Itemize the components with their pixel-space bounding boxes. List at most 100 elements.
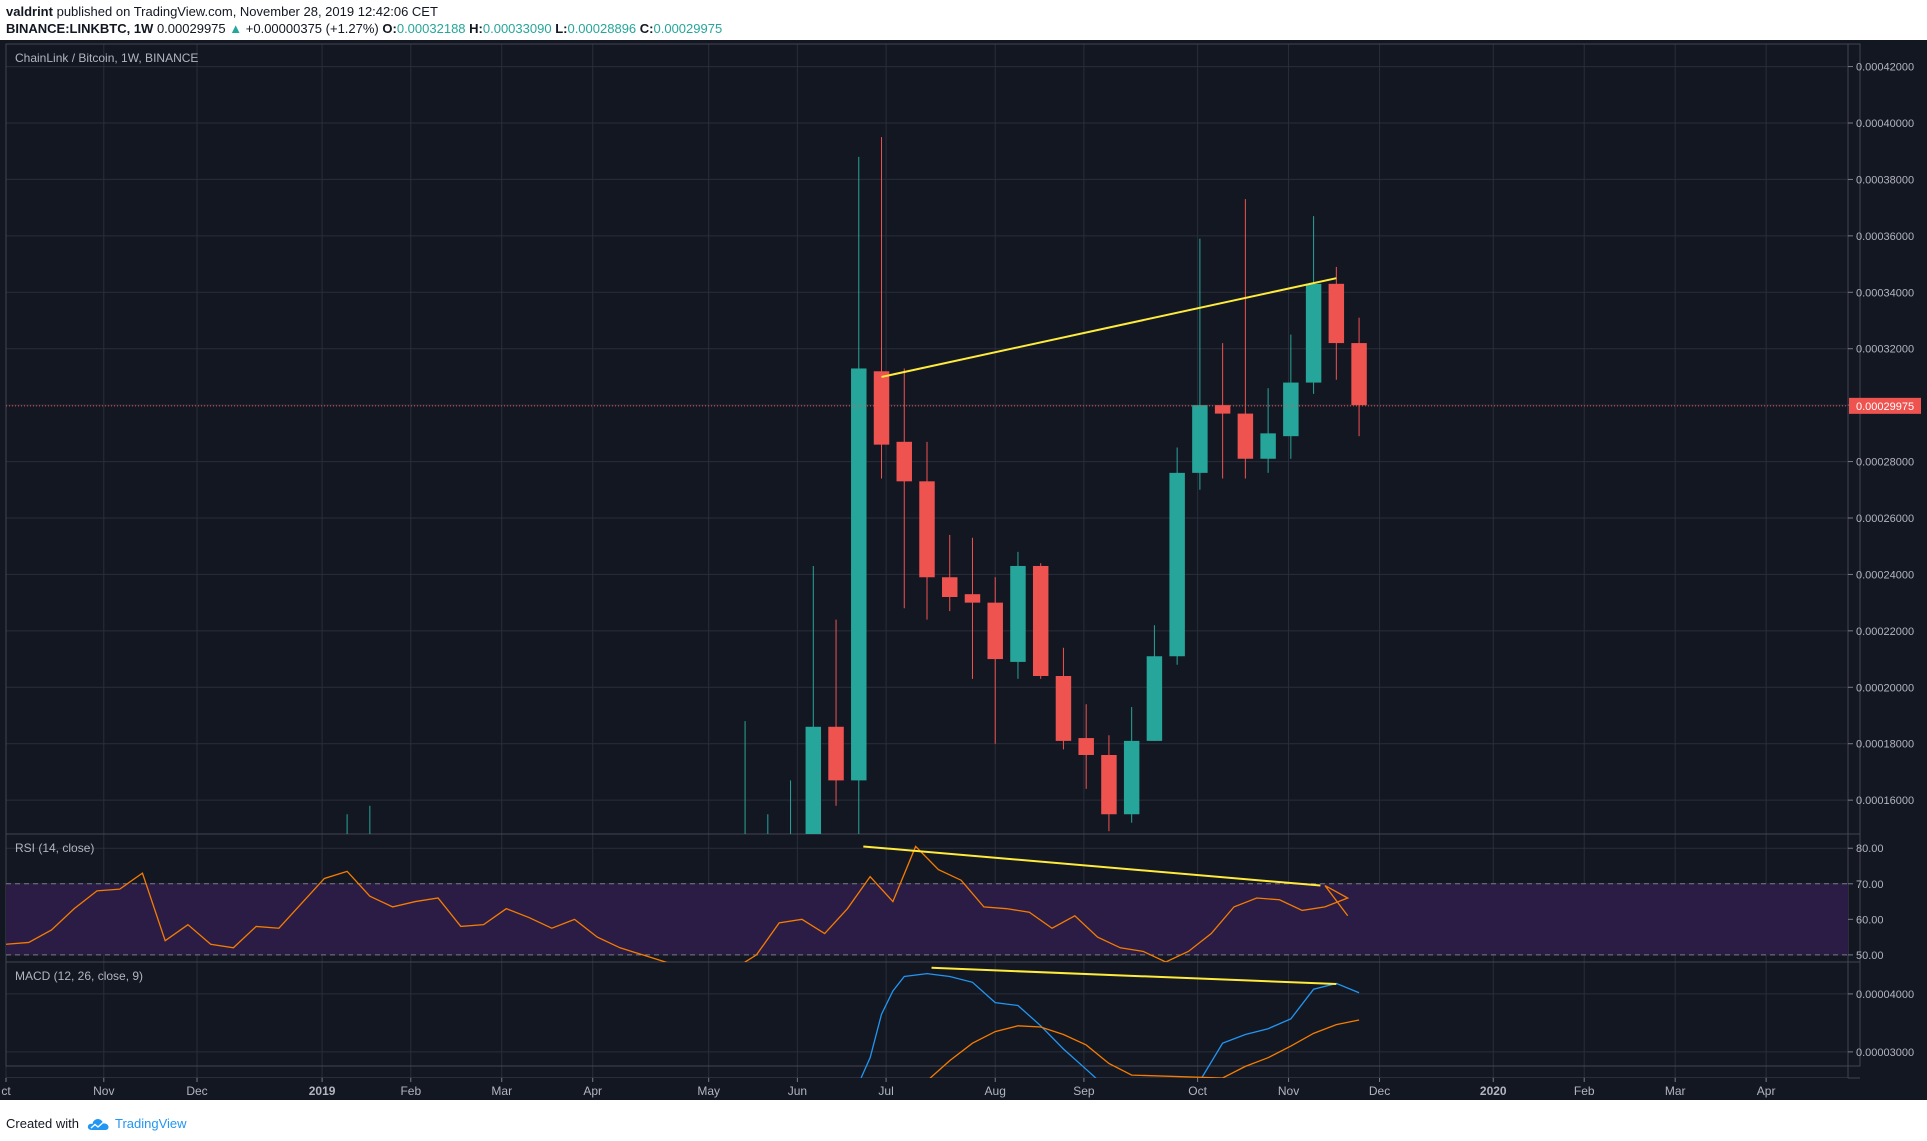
candle-body: [1192, 405, 1208, 473]
time-tick-label: Sep: [1073, 1084, 1095, 1098]
price-tick-label: 0.00036000: [1856, 231, 1914, 243]
time-tick-label: Feb: [400, 1084, 421, 1098]
time-tick-label: ct: [1, 1084, 11, 1098]
candle-body: [760, 857, 775, 858]
ohlc-line: BINANCE:LINKBTC, 1W 0.00029975 ▲ +0.0000…: [6, 21, 722, 36]
close-value: 0.00029975: [653, 21, 723, 36]
candle-body: [851, 368, 867, 781]
trendline-rsi: [863, 845, 1321, 887]
published-text: published on TradingView.com, November 2…: [56, 4, 438, 19]
candle-body: [1123, 740, 1140, 815]
macd-tick-label: 0.00003000: [1856, 1047, 1914, 1059]
price-tick-label: 0.00040000: [1856, 118, 1914, 130]
time-tick-label: Aug: [985, 1084, 1006, 1098]
price-tick-label: 0.00034000: [1856, 287, 1914, 299]
trendline-price: [881, 277, 1337, 378]
price-tick-label: 0.00028000: [1856, 457, 1914, 469]
candle-body: [783, 857, 798, 858]
rsi-tick-label: 80.00: [1856, 843, 1884, 855]
symbol-label: BINANCE:LINKBTC, 1W: [6, 21, 154, 36]
price-tick-label: 0.00024000: [1856, 569, 1914, 581]
macd-line: [860, 972, 1360, 1078]
candle-body: [737, 857, 752, 858]
last-price-badge: [1849, 397, 1921, 414]
candle-body: [919, 481, 935, 578]
last-price: 0.00029975: [156, 21, 226, 36]
change-arrow-icon: ▲: [229, 21, 243, 36]
time-tick-label: Dec: [186, 1084, 207, 1098]
time-axis: [6, 1078, 1848, 1100]
price-tick-label: 0.00018000: [1856, 739, 1914, 751]
candle-body: [1283, 382, 1299, 437]
candle-body: [1237, 413, 1254, 459]
price-tick-label: 0.00026000: [1856, 513, 1914, 525]
candle-body: [805, 726, 822, 834]
chart-frame: [5, 43, 1861, 1067]
candle-body: [1351, 343, 1367, 406]
candle-body: [1305, 283, 1322, 383]
rsi-title: RSI (14, close): [15, 841, 94, 855]
candle-body: [873, 371, 890, 445]
time-tick-label: Mar: [1665, 1084, 1686, 1098]
candle-body: [828, 726, 844, 781]
candle-body: [942, 577, 958, 597]
candle-body: [1078, 738, 1094, 755]
macd-group: [860, 972, 1360, 1078]
candles-group: [346, 137, 1367, 858]
chart-area[interactable]: 0.00016000 0.00018000 0.00020000 0.00022000…: [0, 40, 1927, 1100]
trendline-macd: [931, 966, 1337, 986]
time-tick-label: 2019: [309, 1084, 336, 1098]
close-label: C:: [639, 21, 654, 36]
change-value: +0.00000375 (+1.27%): [245, 21, 379, 36]
price-tick-label: 0.00016000: [1856, 795, 1914, 807]
time-tick-label: Apr: [1757, 1084, 1776, 1098]
candle-body: [896, 441, 912, 482]
candle-body: [1169, 472, 1185, 657]
price-tick-label: 0.00038000: [1856, 174, 1914, 186]
price-tick-label: 0.00042000: [1856, 62, 1914, 74]
rsi-line: [6, 845, 1350, 962]
tradingview-cloud-icon[interactable]: [86, 1117, 110, 1131]
price-tick-label: 0.00022000: [1856, 626, 1914, 638]
rsi-tick-label: 60.00: [1856, 914, 1884, 926]
time-tick-label: Oct: [1188, 1084, 1207, 1098]
chart-title: ChainLink / Bitcoin, 1W, BINANCE: [15, 51, 198, 65]
time-tick-label: Nov: [1278, 1084, 1299, 1098]
high-label: H:: [469, 21, 483, 36]
candle-body: [1260, 433, 1276, 459]
candle-body: [1328, 283, 1345, 344]
candle-body: [1032, 565, 1049, 676]
macd-tick-label: 0.00004000: [1856, 989, 1914, 1001]
time-tick-label: Jul: [878, 1084, 893, 1098]
open-label: O:: [382, 21, 397, 36]
author-name[interactable]: valdrint: [6, 4, 53, 19]
low-value: 0.00028896: [567, 21, 637, 36]
time-tick-label: Nov: [93, 1084, 114, 1098]
price-tick-label: 0.00020000: [1856, 682, 1914, 694]
low-label: L:: [555, 21, 568, 36]
open-value: 0.00032188: [396, 21, 466, 36]
chart-svg[interactable]: 0.00016000 0.00018000 0.00020000 0.00022000…: [0, 40, 1927, 1100]
tradingview-link[interactable]: TradingView: [115, 1116, 187, 1131]
time-tick-label: Dec: [1369, 1084, 1390, 1098]
candle-body: [1010, 565, 1026, 662]
candle-body: [987, 602, 1003, 660]
candle-body: [1101, 755, 1117, 815]
time-tick-label: Mar: [491, 1084, 512, 1098]
rsi-group: [6, 845, 1350, 962]
rsi-band: [6, 883, 1848, 955]
publish-line: valdrint published on TradingView.com, N…: [6, 4, 438, 19]
rsi-tick-label: 70.00: [1856, 879, 1884, 891]
high-value: 0.00033090: [482, 21, 552, 36]
created-with-text: Created with: [6, 1116, 79, 1131]
candle-body: [362, 857, 377, 858]
last-price-label: 0.00029975: [1856, 401, 1914, 413]
rsi-tick-label: 50.00: [1856, 950, 1884, 962]
macd-title: MACD (12, 26, close, 9): [15, 969, 143, 983]
time-tick-label: Apr: [583, 1084, 602, 1098]
signal-line: [929, 1019, 1360, 1078]
candle-body: [964, 594, 981, 603]
time-tick-label: 2020: [1480, 1084, 1507, 1098]
footer: Created with TradingView: [6, 1116, 187, 1131]
candle-body: [1055, 676, 1072, 741]
